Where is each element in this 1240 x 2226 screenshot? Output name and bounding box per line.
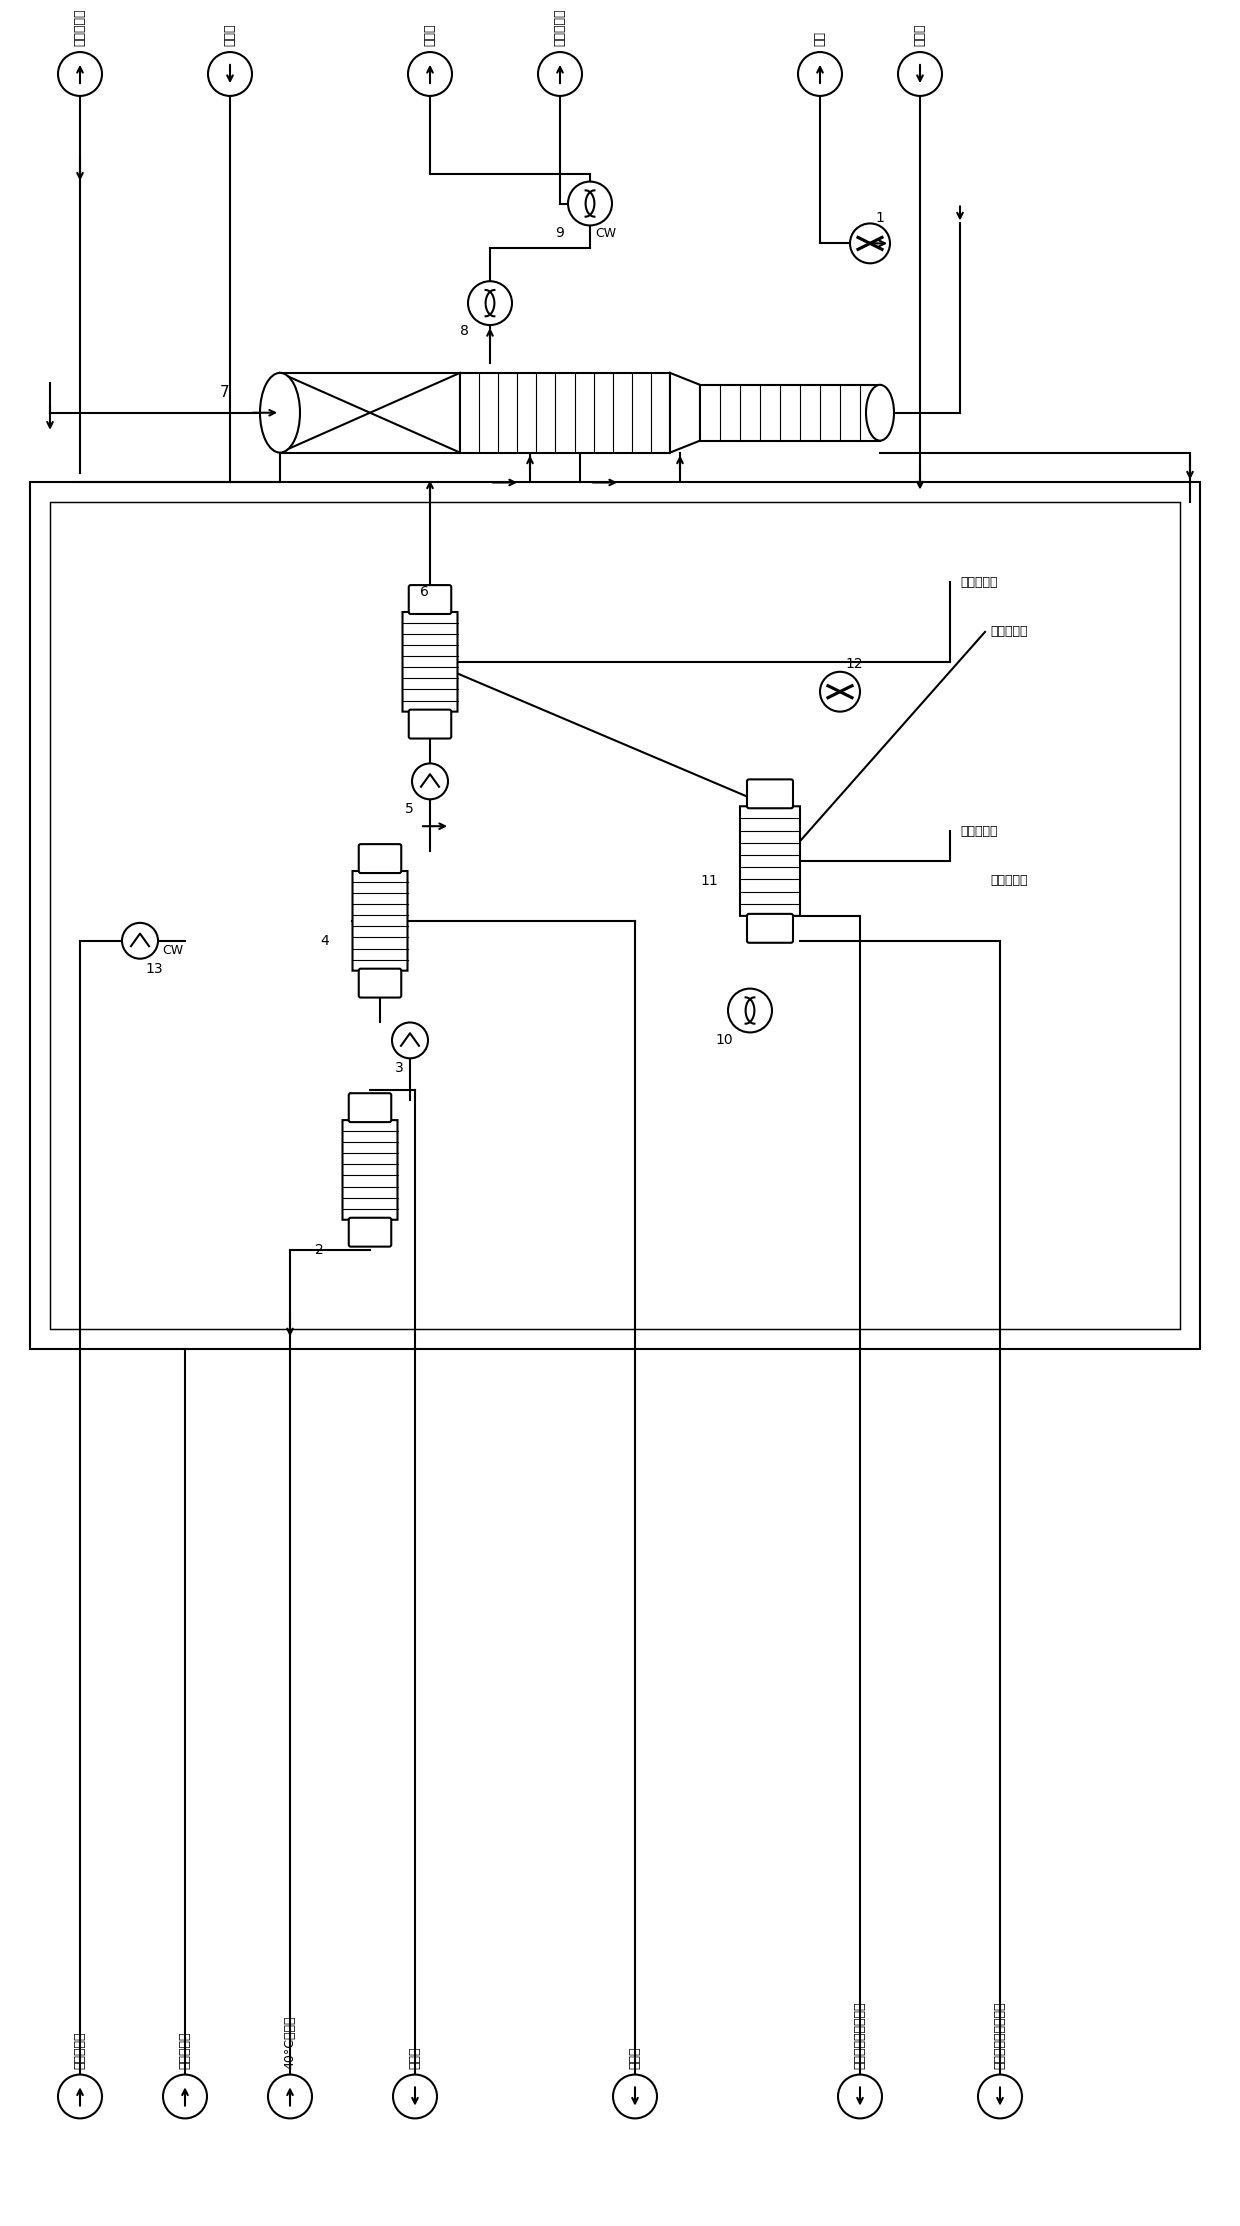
Circle shape <box>58 51 102 96</box>
Text: 4: 4 <box>320 933 329 948</box>
Text: 脱盐水: 脱盐水 <box>629 2046 641 2068</box>
Text: 9: 9 <box>556 227 564 240</box>
Circle shape <box>613 2075 657 2119</box>
Text: CW: CW <box>162 944 184 957</box>
Ellipse shape <box>260 374 300 452</box>
Text: 7: 7 <box>219 385 229 401</box>
Circle shape <box>820 672 861 712</box>
Text: 1: 1 <box>875 211 884 225</box>
Text: 中温净化工艺冷凝液: 中温净化工艺冷凝液 <box>993 2001 1007 2068</box>
Text: 12: 12 <box>844 657 863 670</box>
FancyBboxPatch shape <box>352 870 408 971</box>
Bar <box>701 385 880 441</box>
Circle shape <box>538 51 582 96</box>
Text: 低温净化工艺冷凝液: 低温净化工艺冷凝液 <box>853 2001 867 2068</box>
Text: 13: 13 <box>145 962 162 975</box>
FancyBboxPatch shape <box>358 844 402 873</box>
Text: 工艺冷凝液: 工艺冷凝液 <box>990 626 1028 639</box>
FancyBboxPatch shape <box>746 779 794 808</box>
Text: 工艺循环水: 工艺循环水 <box>73 2030 87 2068</box>
Circle shape <box>122 924 157 959</box>
Text: 10: 10 <box>715 1033 733 1048</box>
Circle shape <box>799 51 842 96</box>
FancyBboxPatch shape <box>358 968 402 997</box>
Text: 工艺冷凝液: 工艺冷凝液 <box>960 824 997 837</box>
Text: 脱盐水: 脱盐水 <box>223 24 237 47</box>
FancyBboxPatch shape <box>348 1218 392 1247</box>
FancyBboxPatch shape <box>409 585 451 614</box>
Circle shape <box>978 2075 1022 2119</box>
Text: 污水: 污水 <box>813 31 827 47</box>
Ellipse shape <box>866 385 894 441</box>
Text: 工艺冷凝液: 工艺冷凝液 <box>960 577 997 588</box>
Circle shape <box>412 764 448 799</box>
Circle shape <box>58 2075 102 2119</box>
Text: 中压锅炉水: 中压锅炉水 <box>179 2030 191 2068</box>
Text: 工艺冷凝液: 工艺冷凝液 <box>990 875 1028 888</box>
Circle shape <box>849 223 890 263</box>
Bar <box>280 374 460 452</box>
FancyBboxPatch shape <box>342 1120 398 1220</box>
Circle shape <box>208 51 252 96</box>
Bar <box>50 503 1180 1329</box>
Polygon shape <box>670 374 701 452</box>
Text: 脱盐水: 脱盐水 <box>424 24 436 47</box>
FancyBboxPatch shape <box>746 915 794 944</box>
Text: 5: 5 <box>405 801 414 817</box>
Bar <box>30 483 1200 1349</box>
Text: 不凝酸性气: 不凝酸性气 <box>553 9 567 47</box>
FancyBboxPatch shape <box>740 806 800 915</box>
Text: 2: 2 <box>315 1242 324 1258</box>
Text: 6: 6 <box>420 585 429 599</box>
Circle shape <box>898 51 942 96</box>
Circle shape <box>162 2075 207 2119</box>
Circle shape <box>467 280 512 325</box>
Text: CW: CW <box>595 227 616 240</box>
Bar <box>460 374 670 452</box>
Circle shape <box>268 2075 312 2119</box>
Circle shape <box>392 1022 428 1057</box>
Text: 11: 11 <box>701 875 718 888</box>
Circle shape <box>728 988 773 1033</box>
Text: 8: 8 <box>460 325 469 338</box>
Circle shape <box>838 2075 882 2119</box>
FancyBboxPatch shape <box>409 710 451 739</box>
Circle shape <box>408 51 453 96</box>
Circle shape <box>393 2075 436 2119</box>
Text: 不凝酸性气: 不凝酸性气 <box>73 9 87 47</box>
FancyBboxPatch shape <box>348 1093 392 1122</box>
Text: 脱盐水: 脱盐水 <box>408 2046 422 2068</box>
Circle shape <box>568 183 613 225</box>
FancyBboxPatch shape <box>403 612 458 712</box>
Text: 变换气: 变换气 <box>914 24 926 47</box>
Text: 3: 3 <box>396 1062 404 1075</box>
Text: 40°C变换气: 40°C变换气 <box>284 2015 296 2068</box>
